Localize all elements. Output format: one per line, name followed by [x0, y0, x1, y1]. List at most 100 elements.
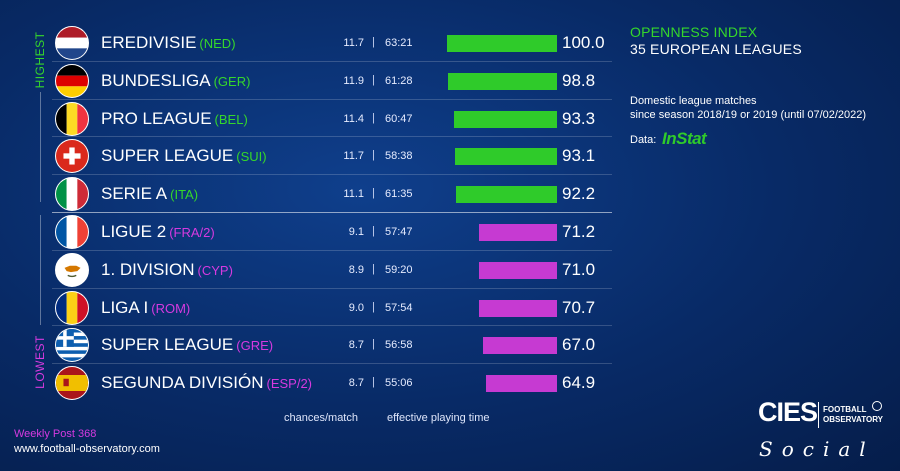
league-name-text: 1. DIVISION: [101, 259, 195, 279]
league-name-text: BUNDESLIGA: [101, 70, 211, 90]
index-value: 93.3: [562, 108, 596, 128]
chances-value: 11.7: [343, 150, 364, 163]
league-name: PRO LEAGUE (BEL): [101, 109, 248, 129]
league-name-text: SERIE A: [101, 184, 168, 204]
league-name: BUNDESLIGA (GER): [101, 71, 250, 91]
highest-label: HIGHEST: [33, 31, 47, 89]
index-bar: [478, 261, 557, 279]
description-line-1: Domestic league matches: [630, 95, 757, 107]
country-code: (ROM): [151, 300, 191, 316]
table-row: SUPER LEAGUE (SUI) 11.7 | 58:38 93.1: [52, 137, 612, 176]
playing-time-value: 56:58: [385, 339, 413, 352]
lowest-bracket-line: [40, 215, 41, 325]
index-value: 71.0: [562, 259, 596, 279]
country-code: (SUI): [236, 149, 267, 165]
column-separator: |: [372, 262, 375, 275]
index-value: 100.0: [562, 33, 605, 52]
country-code: (BEL): [214, 111, 248, 127]
romania-flag: [55, 290, 89, 325]
chances-value: 8.7: [348, 377, 364, 390]
column-separator: |: [372, 36, 375, 48]
index-value: 64.9: [562, 373, 596, 393]
index-value: 93.1: [562, 146, 596, 166]
logo-divider: [818, 402, 819, 428]
league-name-text: EREDIVISIE: [101, 33, 197, 52]
panel-title: OPENNESS INDEX: [630, 24, 758, 40]
chances-value: 11.1: [343, 188, 364, 201]
index-bar: [483, 337, 557, 355]
chances-column-label: chances/match: [284, 412, 358, 424]
website-url: www.football-observatory.com: [14, 443, 160, 455]
league-name-text: PRO LEAGUE: [101, 108, 212, 128]
description-line-2: since season 2018/19 or 2019 (until 07/0…: [630, 109, 867, 121]
instat-logo: InStat: [662, 129, 707, 148]
index-bar: [478, 223, 557, 241]
spain-flag: [55, 366, 89, 401]
italy-flag: [55, 177, 89, 212]
logo-line-2: OBSERVATORY: [823, 415, 884, 424]
index-bar: [447, 35, 557, 52]
league-name-text: SUPER LEAGUE: [101, 146, 234, 166]
greece-flag: [55, 328, 89, 363]
switzerland-flag: [55, 139, 89, 174]
league-name-text: SUPER LEAGUE: [101, 335, 234, 355]
column-separator: |: [372, 224, 375, 237]
table-row: EREDIVISIE (NED) 11.7 | 63:21 100.0: [52, 24, 612, 62]
league-name: EREDIVISIE (NED): [101, 33, 236, 53]
playing-time-value: 61:28: [385, 74, 413, 87]
playing-time-value: 58:38: [385, 150, 413, 163]
table-row: SEGUNDA DIVISIÓN (ESP/2) 8.7 | 55:06 64.9: [52, 364, 612, 402]
highest-bracket-line: [40, 92, 41, 202]
league-name: LIGUE 2 (FRA/2): [101, 222, 215, 242]
panel-subtitle: 35 EUROPEAN LEAGUES: [630, 41, 802, 57]
panel-description: Domestic league matches since season 201…: [630, 94, 866, 122]
league-name: 1. DIVISION (CYP): [101, 260, 233, 280]
index-value: 70.7: [562, 297, 596, 317]
playing-time-value: 63:21: [385, 37, 413, 49]
table-row: LIGA I (ROM) 9.0 | 57:54 70.7: [52, 289, 612, 327]
weekly-post-label: Weekly Post 368: [14, 428, 97, 440]
column-separator: |: [372, 149, 375, 162]
chances-value: 9.0: [348, 301, 364, 314]
playing-time-value: 60:47: [385, 112, 413, 125]
playing-time-value: 57:47: [385, 225, 413, 238]
playing-time-value: 59:20: [385, 263, 413, 276]
column-separator: |: [372, 187, 375, 200]
index-bar: [454, 110, 557, 128]
playing-time-value: 57:54: [385, 301, 413, 314]
country-code: (GRE): [236, 338, 274, 354]
league-name: LIGA I (ROM): [101, 298, 190, 318]
germany-flag: [55, 63, 89, 98]
cies-logo: CIES: [758, 397, 818, 427]
football-observatory-logo-text: FOOTBALL OBSERVATORY: [823, 405, 883, 425]
league-name-text: LIGUE 2: [101, 221, 167, 241]
lowest-label: LOWEST: [33, 335, 47, 389]
chances-value: 8.9: [348, 263, 364, 276]
index-value: 98.8: [562, 70, 596, 90]
index-bar: [485, 375, 557, 393]
index-value: 92.2: [562, 184, 596, 204]
country-code: (ESP/2): [266, 376, 312, 392]
country-code: (ITA): [170, 187, 199, 203]
league-name: SERIE A (ITA): [101, 184, 198, 204]
league-name-text: LIGA I: [101, 297, 149, 317]
logo-line-1: FOOTBALL: [823, 405, 867, 414]
index-bar: [479, 299, 557, 317]
time-column-label: effective playing time: [387, 412, 490, 424]
france-flag: [55, 214, 89, 249]
index-value: 67.0: [562, 335, 596, 355]
league-name: SUPER LEAGUE (GRE): [101, 335, 273, 355]
league-name: SEGUNDA DIVISIÓN (ESP/2): [101, 373, 312, 393]
table-row: PRO LEAGUE (BEL) 11.4 | 60:47 93.3: [52, 100, 612, 138]
table-row: BUNDESLIGA (GER) 11.9 | 61:28 98.8: [52, 62, 612, 100]
chances-value: 8.7: [348, 339, 364, 352]
league-name: SUPER LEAGUE (SUI): [101, 146, 267, 166]
social-label: Social: [759, 437, 875, 461]
column-separator: |: [372, 300, 375, 313]
netherlands-flag: [55, 26, 89, 60]
table-row: SERIE A (ITA) 11.1 | 61:35 92.2: [52, 175, 612, 213]
column-separator: |: [372, 376, 375, 389]
cyprus-flag: [55, 252, 89, 287]
table-row: LIGUE 2 (FRA/2) 9.1 | 57:47 71.2: [52, 213, 612, 251]
